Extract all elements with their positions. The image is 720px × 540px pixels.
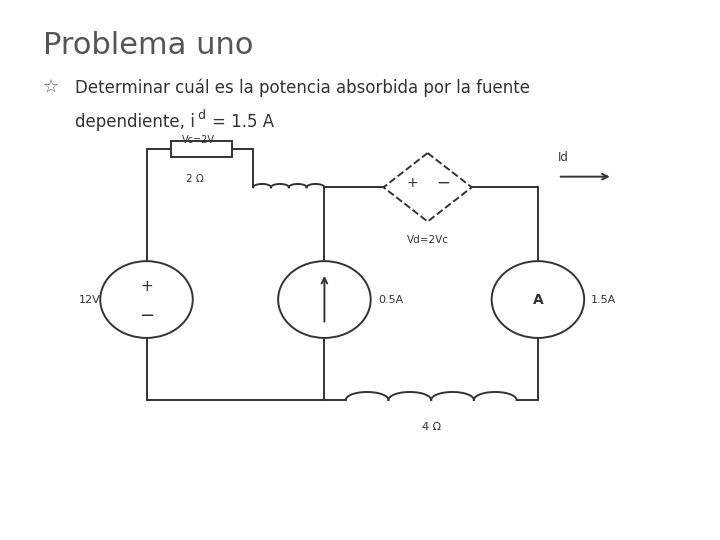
- Text: dependiente, i: dependiente, i: [76, 113, 195, 131]
- Text: 1.5A: 1.5A: [591, 294, 616, 305]
- Text: 12V: 12V: [78, 294, 100, 305]
- Text: Problema uno: Problema uno: [43, 31, 253, 60]
- Text: −: −: [436, 173, 450, 192]
- Text: d: d: [198, 109, 206, 123]
- Text: −: −: [139, 307, 154, 325]
- Text: +: +: [140, 279, 153, 294]
- Text: ☆: ☆: [43, 78, 60, 96]
- Text: Id: Id: [558, 151, 569, 164]
- Text: Vd=2Vc: Vd=2Vc: [407, 234, 449, 245]
- FancyBboxPatch shape: [171, 141, 232, 157]
- Text: Determinar cuál es la potencia absorbida por la fuente: Determinar cuál es la potencia absorbida…: [76, 78, 531, 97]
- Text: A: A: [533, 293, 544, 307]
- Text: 0.5A: 0.5A: [378, 294, 403, 305]
- Text: 2 Ω: 2 Ω: [186, 174, 203, 184]
- Text: = 1.5 A: = 1.5 A: [212, 113, 274, 131]
- Text: +: +: [406, 176, 418, 190]
- Text: 4 Ω: 4 Ω: [422, 422, 441, 433]
- Text: Vc=2V: Vc=2V: [182, 135, 215, 145]
